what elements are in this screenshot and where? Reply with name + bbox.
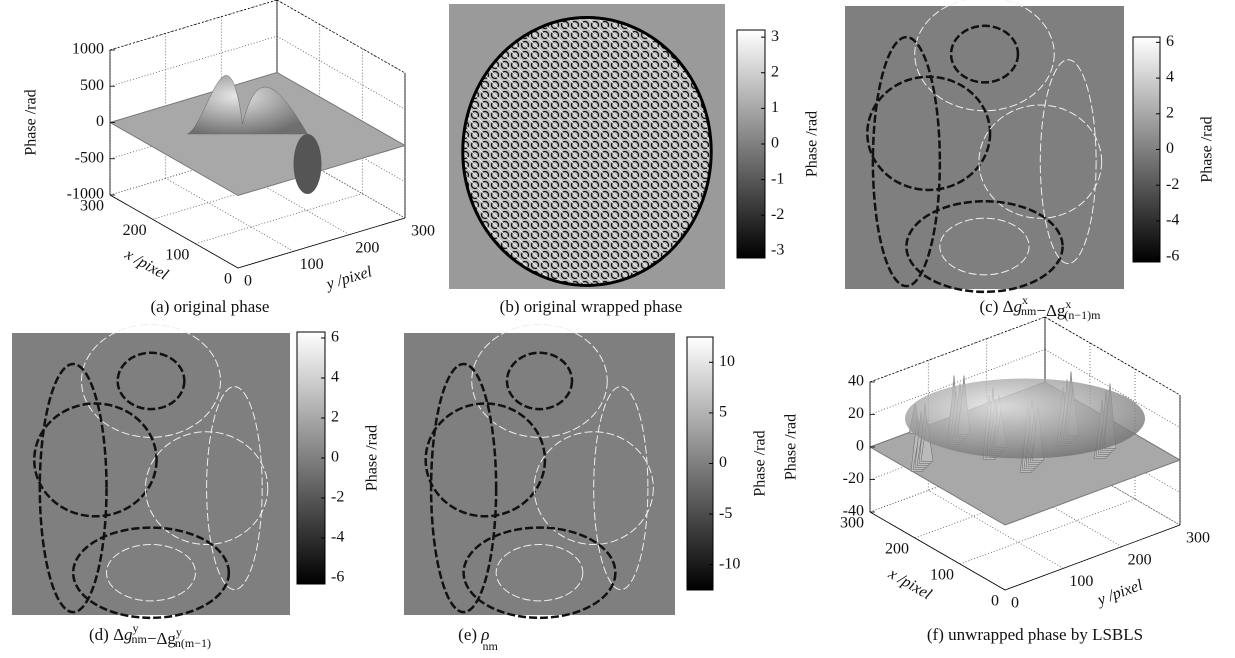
caption-part: n(m−1): [175, 636, 211, 650]
colorbar-tick-label: -6: [331, 569, 344, 586]
caption-part: (b) original wrapped phase: [500, 297, 683, 316]
y-tick-label: 200: [1128, 551, 1152, 568]
y-tick-label: 0: [244, 273, 252, 290]
wrapped-region: [463, 18, 711, 286]
caption-part: (n−1)m: [1064, 308, 1101, 322]
phase-image: [404, 333, 675, 615]
caption-part: nm: [1021, 304, 1037, 318]
caption-part: (c) Δ: [979, 297, 1013, 316]
x-tick-label: 300: [80, 198, 104, 215]
y-axis-label: y /pixel: [1094, 576, 1146, 609]
caption: (c) Δgxnm−Δgx(n−1)m: [979, 293, 1101, 322]
colorbar-tick-label: -1: [771, 170, 784, 187]
z-axis-label: Phase /rad: [23, 89, 40, 155]
colorbar-tick-label: 2: [771, 63, 779, 80]
x-tick-label: 300: [840, 515, 864, 532]
colorbar: [1133, 37, 1160, 262]
phase-image: [845, 6, 1124, 289]
colorbar-tick-label: -4: [1166, 212, 1179, 229]
caption-part: (e): [458, 625, 481, 644]
z-tick-label: 20: [848, 405, 864, 422]
x-tick-label: 200: [123, 222, 147, 239]
x-tick-label: 200: [885, 541, 909, 558]
z-tick-label: 500: [80, 77, 104, 94]
colorbar-tick-label: 5: [719, 404, 727, 421]
colorbar-tick-label: 0: [719, 454, 727, 471]
x-tick-label: 100: [165, 246, 189, 263]
grid-line: [110, 36, 277, 86]
colorbar: [737, 30, 765, 258]
surface-ridge: [905, 379, 1145, 459]
colorbar-tick-label: 1: [771, 99, 779, 116]
grid-line: [195, 194, 362, 244]
x-tick-label: 0: [224, 271, 232, 288]
z-tick-label: 40: [848, 373, 864, 390]
colorbar-tick-label: 2: [331, 409, 339, 426]
y-tick-label: 0: [1011, 595, 1019, 612]
z-tick-label: 1000: [72, 41, 104, 58]
colorbar-tick-label: 4: [331, 369, 339, 386]
colorbar-tick-label: -10: [719, 555, 740, 572]
y-tick-label: 300: [411, 223, 435, 240]
z-tick-label: -500: [75, 149, 104, 166]
colorbar-tick-label: -4: [331, 529, 344, 546]
x-tick-label: 100: [930, 567, 954, 584]
colorbar-label: Phase /rad: [804, 111, 821, 177]
colorbar-tick-label: -6: [1166, 247, 1179, 264]
axis-line: [277, 0, 405, 73]
x-axis-label: x /pixel: [121, 245, 171, 284]
colorbar-tick-label: 4: [1166, 69, 1174, 86]
caption-part: −Δg: [1036, 301, 1066, 320]
caption-part: (d) Δ: [89, 625, 124, 644]
colorbar-tick-label: -3: [771, 242, 784, 259]
y-tick-label: 100: [1069, 573, 1093, 590]
colorbar-tick-label: 10: [719, 353, 735, 370]
surface-dip: [294, 134, 322, 194]
caption: (b) original wrapped phase: [500, 297, 683, 316]
colorbar-tick-label: 2: [1166, 104, 1174, 121]
y-tick-label: 300: [1186, 530, 1210, 547]
colorbar-label: Phase /rad: [1199, 116, 1216, 182]
colorbar-tick-label: 6: [1166, 33, 1174, 50]
x-tick-label: 0: [991, 593, 999, 610]
caption: (f) unwrapped phase by LSBLS: [927, 625, 1143, 644]
colorbar-tick-label: -2: [1166, 176, 1179, 193]
axis-line: [870, 317, 1045, 382]
caption-part: (a) original phase: [151, 297, 270, 316]
y-axis-label: y /pixel: [323, 263, 375, 293]
phase-image: [12, 333, 290, 615]
colorbar-label: Phase /rad: [364, 425, 381, 491]
caption-part: nm: [132, 632, 148, 646]
y-tick-label: 200: [355, 239, 379, 256]
colorbar-tick-label: 6: [331, 329, 339, 346]
z-axis-label: Phase /rad: [783, 414, 800, 480]
figure: -1000-5000500100001002003000100200300Pha…: [0, 0, 1235, 658]
colorbar-label: Phase /rad: [752, 430, 769, 496]
colorbar-tick-label: -2: [771, 206, 784, 223]
caption-part: −Δg: [147, 629, 177, 648]
x-axis-label: x /pixel: [885, 565, 935, 604]
colorbar: [297, 332, 325, 584]
z-tick-label: 0: [856, 438, 864, 455]
colorbar-tick-label: 0: [1166, 140, 1174, 157]
colorbar-tick-label: 0: [331, 449, 339, 466]
caption: (a) original phase: [151, 297, 270, 316]
colorbar-tick-label: -5: [719, 505, 732, 522]
caption-part: (f) unwrapped phase by LSBLS: [927, 625, 1143, 644]
y-tick-label: 100: [300, 256, 324, 273]
colorbar-tick-label: 0: [771, 135, 779, 152]
z-tick-label: 0: [96, 113, 104, 130]
caption-part: nm: [482, 639, 498, 653]
z-tick-label: -20: [843, 470, 864, 487]
colorbar-tick-label: -2: [331, 489, 344, 506]
colorbar-tick-label: 3: [771, 28, 779, 45]
